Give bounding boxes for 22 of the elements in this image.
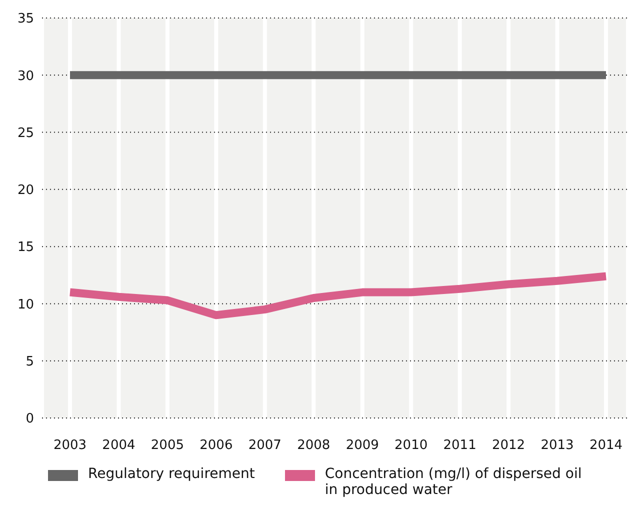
x-tick-label: 2005: [150, 438, 184, 454]
x-tick-label: 2010: [394, 438, 428, 454]
x-tick-label: 2008: [297, 438, 330, 454]
y-tick-label: 25: [17, 126, 34, 141]
legend-label: Regulatory requirement: [88, 466, 255, 482]
x-tick-label: 2014: [589, 438, 623, 454]
x-tick-label: 2003: [53, 438, 87, 454]
y-tick-label: 15: [17, 240, 34, 256]
x-tick-label: 2009: [346, 438, 379, 454]
x-tick-label: 2007: [248, 438, 282, 454]
y-tick-label: 30: [17, 68, 34, 84]
x-tick-label: 2004: [102, 438, 136, 454]
y-tick-label: 20: [17, 183, 34, 198]
x-tick-label: 2012: [492, 438, 526, 454]
x-tick-label: 2011: [443, 438, 476, 454]
y-tick-label: 0: [26, 412, 34, 427]
y-tick-label: 10: [17, 297, 34, 312]
x-tick-label: 2013: [540, 438, 574, 454]
legend-label: Concentration (mg/l) of dispersed oil in produced water: [324, 466, 583, 498]
y-tick-label: 5: [26, 354, 34, 370]
x-tick-label: 2006: [200, 438, 233, 454]
y-tick-label: 35: [17, 12, 34, 27]
